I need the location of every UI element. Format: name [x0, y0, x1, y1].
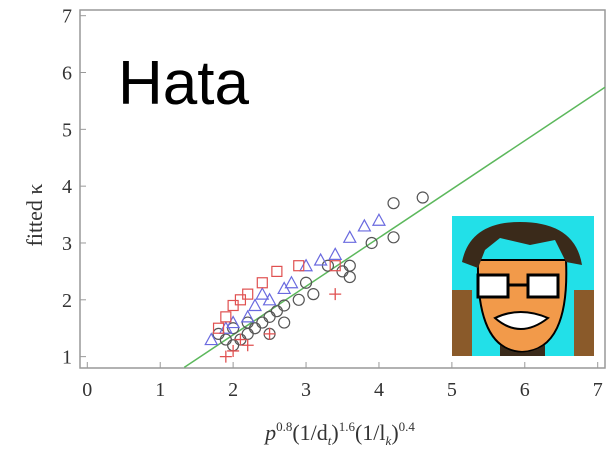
beard [500, 345, 545, 356]
y-tick-label: 5 [62, 119, 72, 141]
point [234, 294, 247, 306]
x-tick-label: 3 [301, 379, 311, 401]
point [299, 276, 313, 289]
point [263, 327, 276, 340]
x-label-part: ) [391, 420, 398, 445]
point [292, 293, 305, 306]
x-label-part: t [328, 433, 332, 448]
point [220, 311, 232, 323]
point [204, 332, 219, 346]
fit-line [183, 86, 606, 369]
glasses-left [476, 273, 510, 299]
point [212, 322, 225, 334]
x-tick-label: 2 [228, 379, 238, 401]
point [284, 275, 299, 289]
shoulder [574, 290, 594, 356]
y-tick-label: 3 [62, 233, 72, 255]
point [256, 277, 268, 289]
glasses-right [526, 273, 560, 299]
point [387, 197, 400, 210]
x-label-part: (1/d [292, 420, 327, 445]
x-label-part: p [263, 420, 276, 445]
shoulder [452, 290, 472, 356]
x-label-part: k [386, 433, 392, 448]
x-tick-label: 1 [155, 379, 165, 401]
point [342, 230, 357, 243]
point [234, 333, 247, 346]
point [256, 316, 269, 329]
x-tick-label: 4 [374, 379, 384, 401]
point [241, 339, 254, 352]
point [321, 259, 335, 272]
y-tick-label: 7 [62, 6, 72, 28]
point [343, 270, 356, 284]
point [263, 310, 276, 323]
point [255, 286, 270, 300]
x-tick-label: 5 [447, 379, 457, 401]
point [227, 344, 240, 357]
y-tick-label: 1 [62, 347, 72, 369]
point [218, 320, 233, 334]
x-label-part: 0.4 [399, 419, 416, 434]
plot-frame [79, 9, 606, 369]
point [307, 288, 320, 301]
point [293, 260, 305, 272]
x-tick-label: 6 [520, 379, 530, 401]
y-axis-label: fitted κ [22, 183, 47, 246]
point [270, 305, 283, 318]
point [328, 247, 343, 260]
point [365, 236, 378, 250]
x-label-part: ) [331, 420, 338, 445]
point [241, 327, 254, 341]
x-label-part: 0.8 [276, 419, 292, 434]
x-axis-label: p0.8(1/dt)1.6(1/lk)0.4 [263, 419, 415, 448]
point [227, 299, 239, 312]
x-tick-label: 7 [593, 379, 603, 401]
cartoon-face [452, 216, 594, 356]
point [227, 322, 240, 335]
point [242, 288, 254, 300]
mouth [493, 311, 550, 330]
point [313, 252, 328, 266]
point [241, 316, 254, 329]
hair [462, 222, 582, 268]
point [329, 288, 342, 301]
point [416, 191, 429, 204]
x-label-part: (1/l [355, 420, 386, 445]
point [357, 218, 372, 232]
point [278, 316, 291, 329]
y-tick-label: 6 [62, 63, 72, 85]
point [248, 322, 262, 335]
y-tick-label: 2 [62, 290, 72, 312]
point [271, 265, 283, 277]
point [299, 258, 314, 272]
point [219, 350, 232, 363]
point [387, 231, 400, 244]
point [329, 260, 341, 272]
annotation: Hata [118, 49, 249, 118]
point [240, 309, 255, 323]
point [343, 259, 356, 272]
point [336, 265, 349, 278]
point [212, 327, 225, 341]
point [277, 281, 292, 295]
x-label-part: 1.6 [339, 419, 356, 434]
y-tick-label: 4 [62, 176, 72, 198]
point [247, 298, 263, 312]
point [371, 213, 386, 226]
marks [183, 86, 606, 369]
x-tick-label: 0 [82, 379, 92, 401]
